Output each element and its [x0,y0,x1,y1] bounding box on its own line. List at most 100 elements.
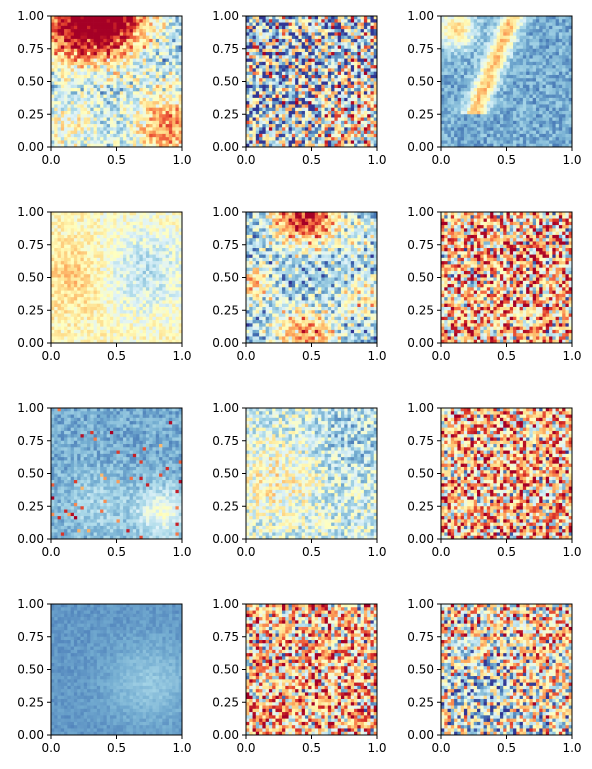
heatmap-cell [562,131,566,135]
heatmap-cell [493,49,497,53]
heatmap-cell [321,111,325,115]
heatmap-cell [67,212,71,216]
heatmap-cell [126,72,130,76]
heatmap-cell [172,140,176,144]
heatmap-cell [97,101,101,105]
heatmap-cell [126,23,130,27]
heatmap-cell [457,95,461,99]
heatmap-cell [315,124,319,128]
heatmap-cell [529,118,533,122]
heatmap-cell [94,72,98,76]
heatmap-cell [74,82,78,86]
heatmap-cell [272,140,276,144]
heatmap-cell [162,134,166,138]
heatmap-cell [536,45,540,49]
heatmap-cell [159,32,163,36]
heatmap-cell [565,104,569,108]
heatmap-cell [490,134,494,138]
heatmap-cell [546,95,550,99]
heatmap-cell [110,95,114,99]
heatmap-cell [266,118,270,122]
heatmap-cell [51,19,55,23]
heatmap-cell [110,59,114,63]
heatmap-cell [565,95,569,99]
heatmap-cell [166,45,170,49]
heatmap-cell [549,104,553,108]
heatmap-cell [67,26,71,30]
heatmap-cell [153,62,157,66]
heatmap-cell [529,85,533,89]
heatmap-cell [331,45,335,49]
heatmap-cell [562,26,566,30]
heatmap-cell [269,118,273,122]
heatmap-cell [175,45,179,49]
heatmap-cell [503,131,507,135]
heatmap-cell [543,62,547,66]
heatmap-cell [90,55,94,59]
heatmap-cell [292,55,296,59]
heatmap-cell [259,137,263,141]
heatmap-cell [107,111,111,115]
heatmap-cell [71,62,75,66]
heatmap-cell [302,45,306,49]
heatmap-cell [298,65,302,69]
heatmap-cell [503,49,507,53]
heatmap-cell [289,134,293,138]
heatmap-cell [87,108,91,112]
heatmap-cell [441,82,445,86]
heatmap-cell [282,85,286,89]
heatmap-cell [162,140,166,144]
heatmap-cell [325,72,329,76]
heatmap-cell [543,95,547,99]
heatmap-cell [166,118,170,122]
heatmap-cell [305,39,309,43]
heatmap-cell [510,104,514,108]
heatmap-cell [536,140,540,144]
heatmap-cell [484,121,488,125]
heatmap-cell [117,121,121,125]
heatmap-cell [344,95,348,99]
heatmap-cell [295,23,299,27]
heatmap-cell [328,137,332,141]
heatmap-cell [503,78,507,82]
heatmap-cell [562,32,566,36]
heatmap-cell [110,108,114,112]
heatmap-cell [464,52,468,56]
heatmap-cell [295,127,299,131]
heatmap-cell [484,101,488,105]
heatmap-cell [507,114,511,118]
heatmap-cell [153,95,157,99]
heatmap-cell [546,127,550,131]
heatmap-cell [484,39,488,43]
heatmap-cell [149,95,153,99]
heatmap-cell [467,114,471,118]
heatmap-cell [539,91,543,95]
heatmap-cell [370,134,374,138]
heatmap-cell [464,134,468,138]
heatmap-cell [272,72,276,76]
heatmap-cell [497,52,501,56]
heatmap-cell [67,140,71,144]
heatmap-cell [169,26,173,30]
heatmap-cell [71,23,75,27]
heatmap-cell [351,39,355,43]
heatmap-cell [289,36,293,40]
heatmap-cell [289,88,293,92]
heatmap-cell [126,131,130,135]
heatmap-cell [269,140,273,144]
heatmap-cell [328,101,332,105]
heatmap-cell [51,140,55,144]
heatmap-cell [175,134,179,138]
heatmap-cell [308,23,312,27]
heatmap-cell [61,137,65,141]
heatmap-cell [331,114,335,118]
heatmap-cell [139,98,143,102]
heatmap-cell [308,59,312,63]
heatmap-cell [565,42,569,46]
heatmap-cell [493,55,497,59]
heatmap-cell [448,121,452,125]
heatmap-cell [94,16,98,20]
heatmap-cell [312,36,316,40]
heatmap-cell [364,85,368,89]
heatmap-cell [357,114,361,118]
